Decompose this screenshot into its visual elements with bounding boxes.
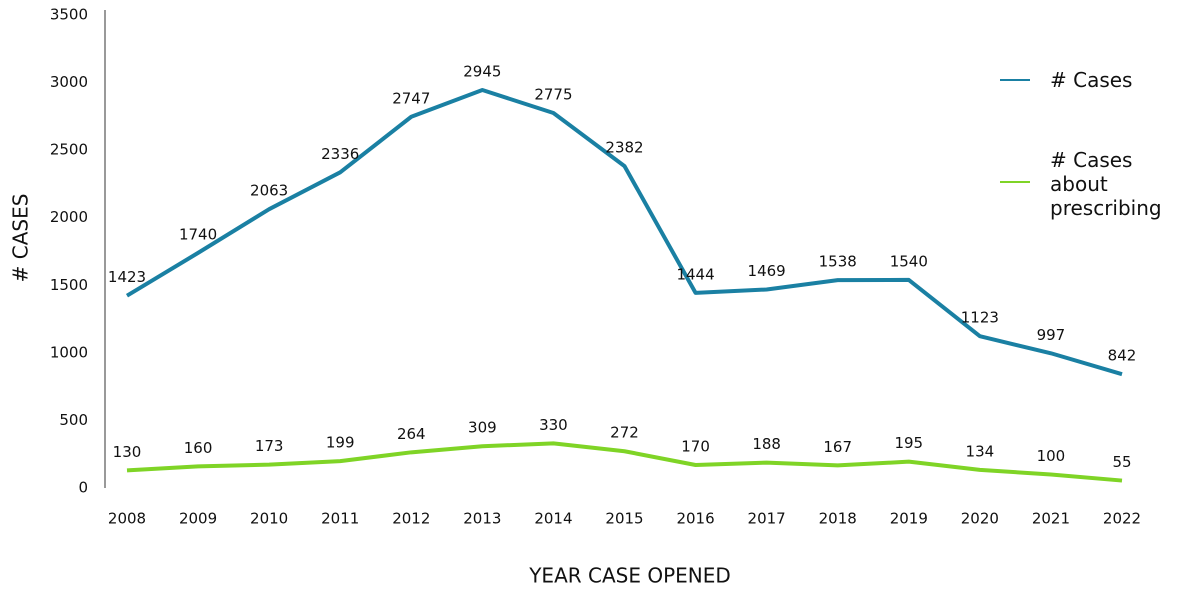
x-tick-label: 2019 [890, 510, 928, 528]
data-label: 2336 [321, 145, 359, 163]
x-tick-label: 2018 [819, 510, 857, 528]
data-label: 1123 [961, 309, 999, 327]
data-label: 2747 [392, 89, 430, 107]
x-tick-label: 2012 [392, 510, 430, 528]
data-label: 842 [1108, 347, 1137, 365]
data-label: 1423 [108, 268, 146, 286]
data-label: 134 [966, 442, 995, 460]
x-tick-label: 2016 [676, 510, 714, 528]
data-label: 2945 [463, 63, 501, 81]
data-label: 2775 [534, 85, 572, 103]
data-label: 1444 [676, 265, 714, 283]
x-tick-label: 2015 [605, 510, 643, 528]
data-label: 1538 [819, 253, 857, 271]
data-label: 330 [539, 416, 568, 434]
x-tick-label: 2008 [108, 510, 146, 528]
x-tick-label: 2013 [463, 510, 501, 528]
x-tick-label: 2009 [179, 510, 217, 528]
data-label: 188 [752, 435, 781, 453]
y-tick-label: 1000 [50, 343, 88, 361]
data-label: 173 [255, 437, 284, 455]
data-label: 130 [113, 443, 142, 461]
x-axis-label: YEAR CASE OPENED [528, 564, 731, 588]
data-label: 272 [610, 424, 639, 442]
data-label: 2063 [250, 182, 288, 200]
y-tick-label: 3500 [50, 6, 88, 24]
data-label: 170 [681, 438, 710, 456]
x-tick-label: 2014 [534, 510, 572, 528]
data-label: 309 [468, 419, 497, 437]
data-label: 100 [1037, 447, 1066, 465]
y-axis-label: # CASES [9, 194, 33, 283]
line [125, 88, 1123, 377]
data-label: 199 [326, 434, 355, 452]
y-tick-label: 3000 [50, 73, 88, 91]
data-label: 195 [894, 434, 923, 452]
x-tick-label: 2017 [748, 510, 786, 528]
legend-label: # Cases [1050, 68, 1133, 92]
data-label: 1740 [179, 225, 217, 243]
y-tick-label: 0 [78, 479, 88, 497]
x-tick-label: 2011 [321, 510, 359, 528]
y-tick-label: 1500 [50, 276, 88, 294]
data-label: 167 [823, 438, 852, 456]
y-tick-label: 2000 [50, 208, 88, 226]
x-tick-label: 2022 [1103, 510, 1141, 528]
x-tick-label: 2010 [250, 510, 288, 528]
x-tick-label: 2020 [961, 510, 999, 528]
legend-label: # Cases about prescribing [1050, 148, 1162, 220]
data-label: 1469 [748, 262, 786, 280]
data-label: 1540 [890, 252, 928, 270]
data-label: 264 [397, 425, 426, 443]
data-label: 160 [184, 439, 213, 457]
line [126, 441, 1123, 483]
y-tick-label: 2500 [50, 141, 88, 159]
data-label: 997 [1037, 326, 1066, 344]
data-label: 55 [1112, 453, 1131, 471]
y-tick-label: 500 [59, 411, 88, 429]
data-label: 2382 [605, 139, 643, 157]
x-tick-label: 2021 [1032, 510, 1070, 528]
